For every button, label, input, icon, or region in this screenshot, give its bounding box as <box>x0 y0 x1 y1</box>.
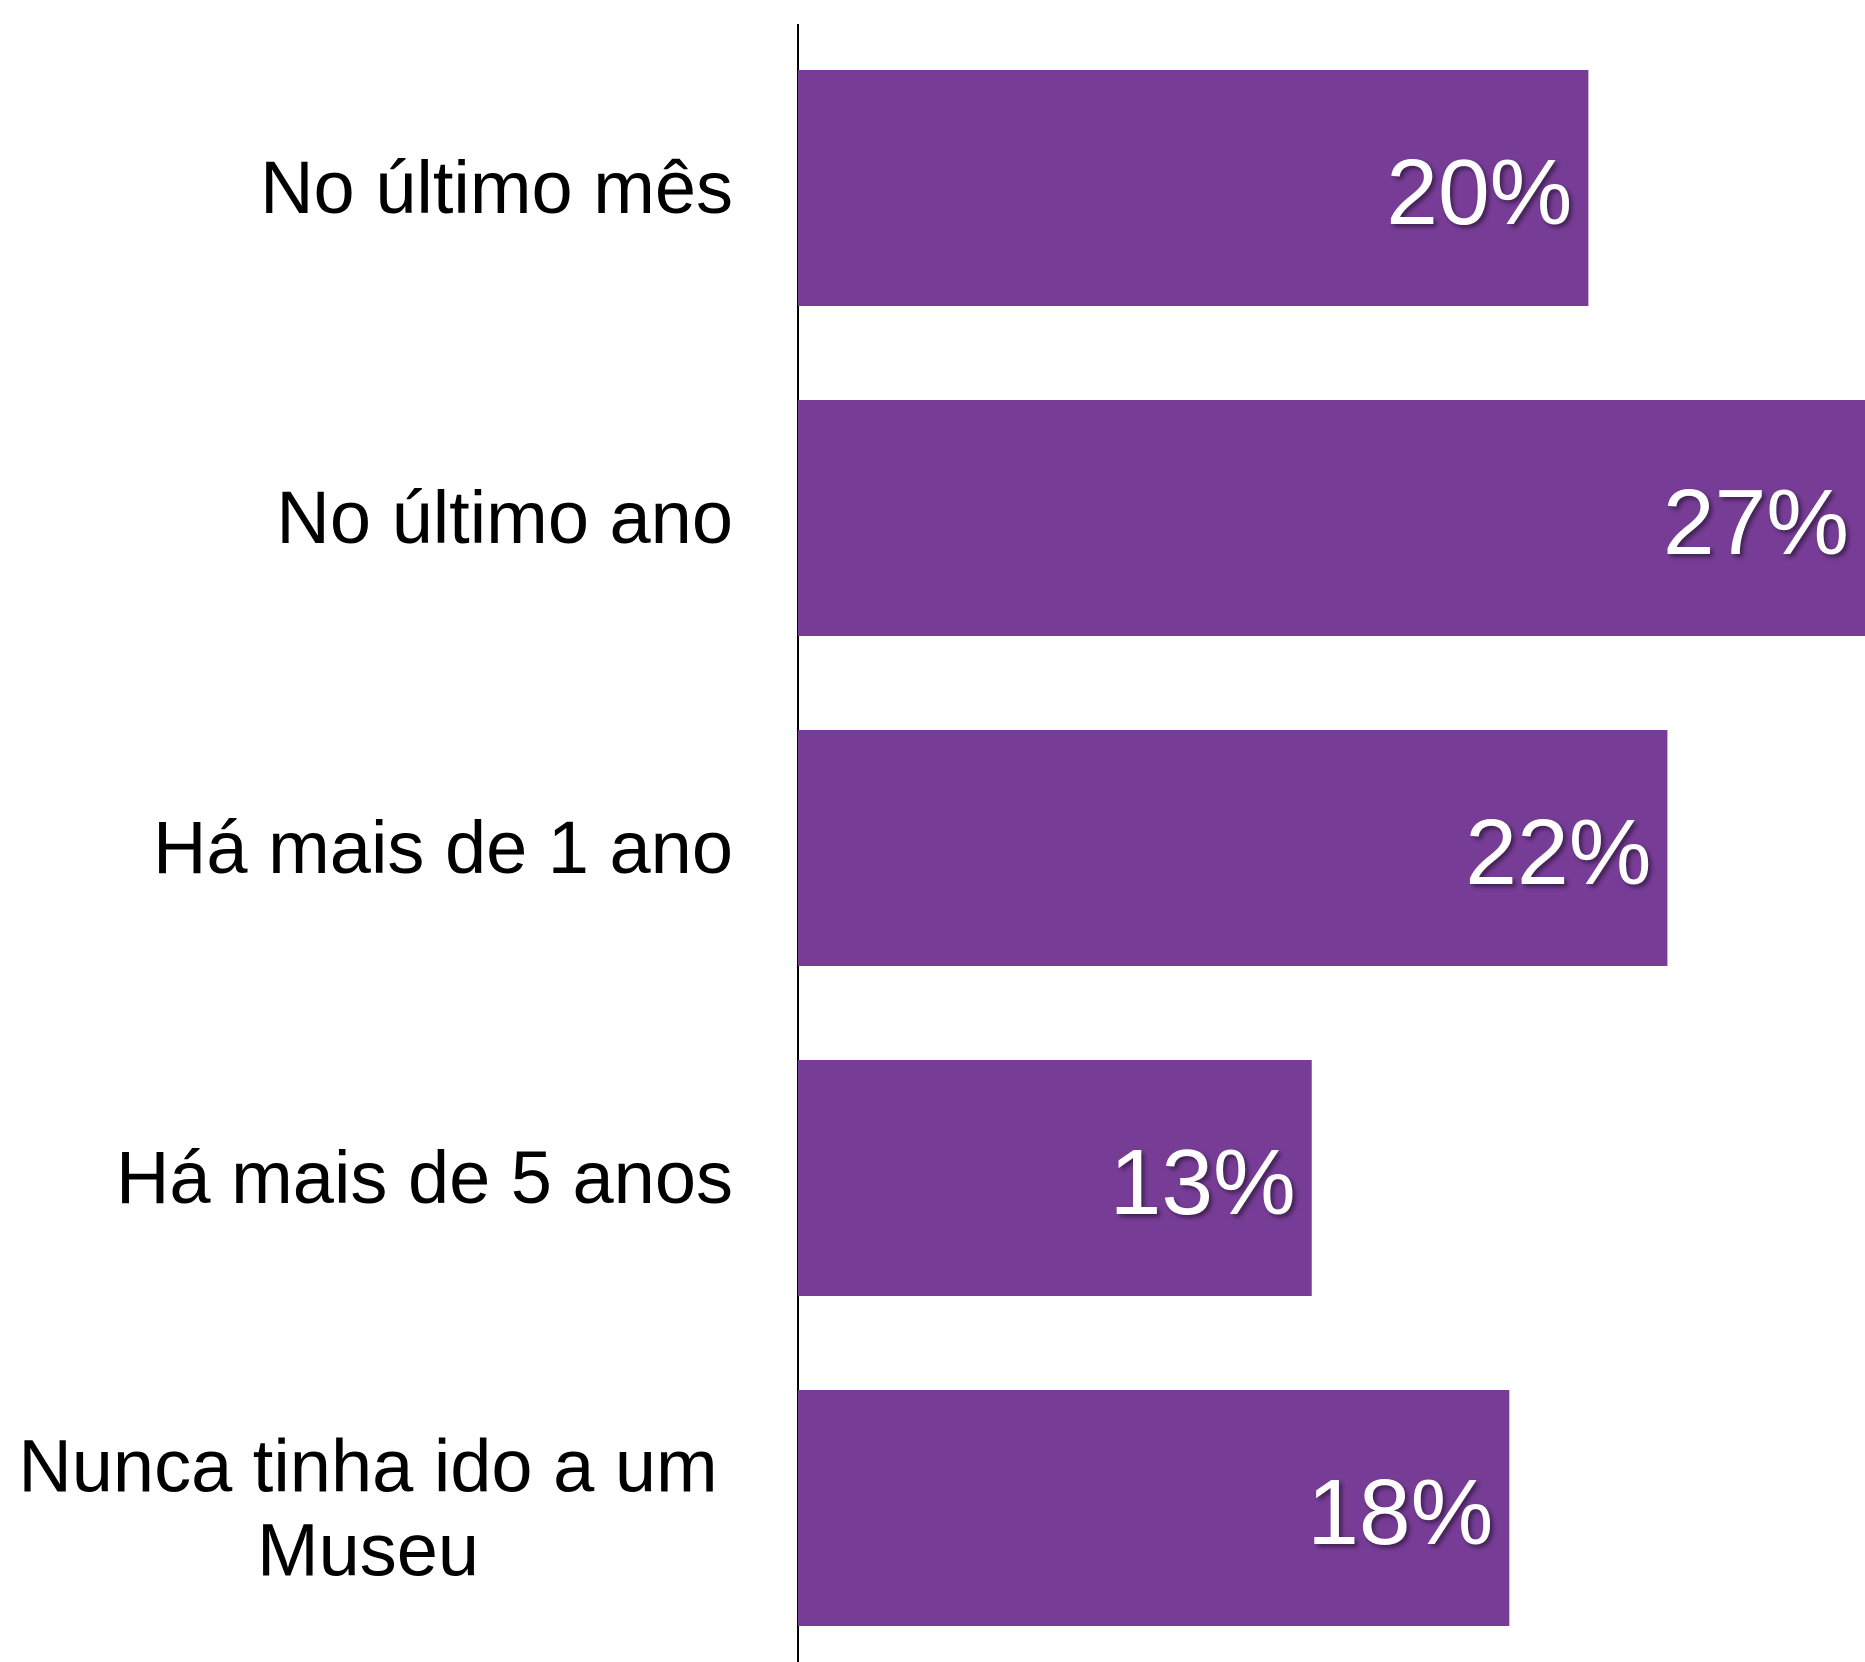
value-label: 20% <box>1386 140 1572 244</box>
value-label: 22% <box>1465 800 1651 904</box>
category-label: No último mês <box>260 146 733 230</box>
category-text: No último mês <box>260 146 733 230</box>
value-label: 13% <box>1110 1130 1296 1234</box>
category-text: Há mais de 1 ano <box>152 806 733 890</box>
bar <box>798 70 1589 306</box>
bar <box>798 1390 1510 1626</box>
category-label: Há mais de 5 anos <box>116 1136 733 1220</box>
bar <box>798 1060 1312 1296</box>
value-label: 18% <box>1307 1460 1493 1564</box>
value-label: 27% <box>1663 470 1849 574</box>
bar <box>798 730 1668 966</box>
category-label: Nunca tinha ido a um Museu <box>3 1424 733 1591</box>
category-text: Nunca tinha ido a um Museu <box>18 1424 718 1591</box>
category-text: Há mais de 5 anos <box>115 1136 733 1220</box>
category-text: No último ano <box>276 476 733 560</box>
category-label: Há mais de 1 ano <box>153 806 733 890</box>
category-label: No último ano <box>276 476 733 560</box>
bar <box>798 400 1865 636</box>
